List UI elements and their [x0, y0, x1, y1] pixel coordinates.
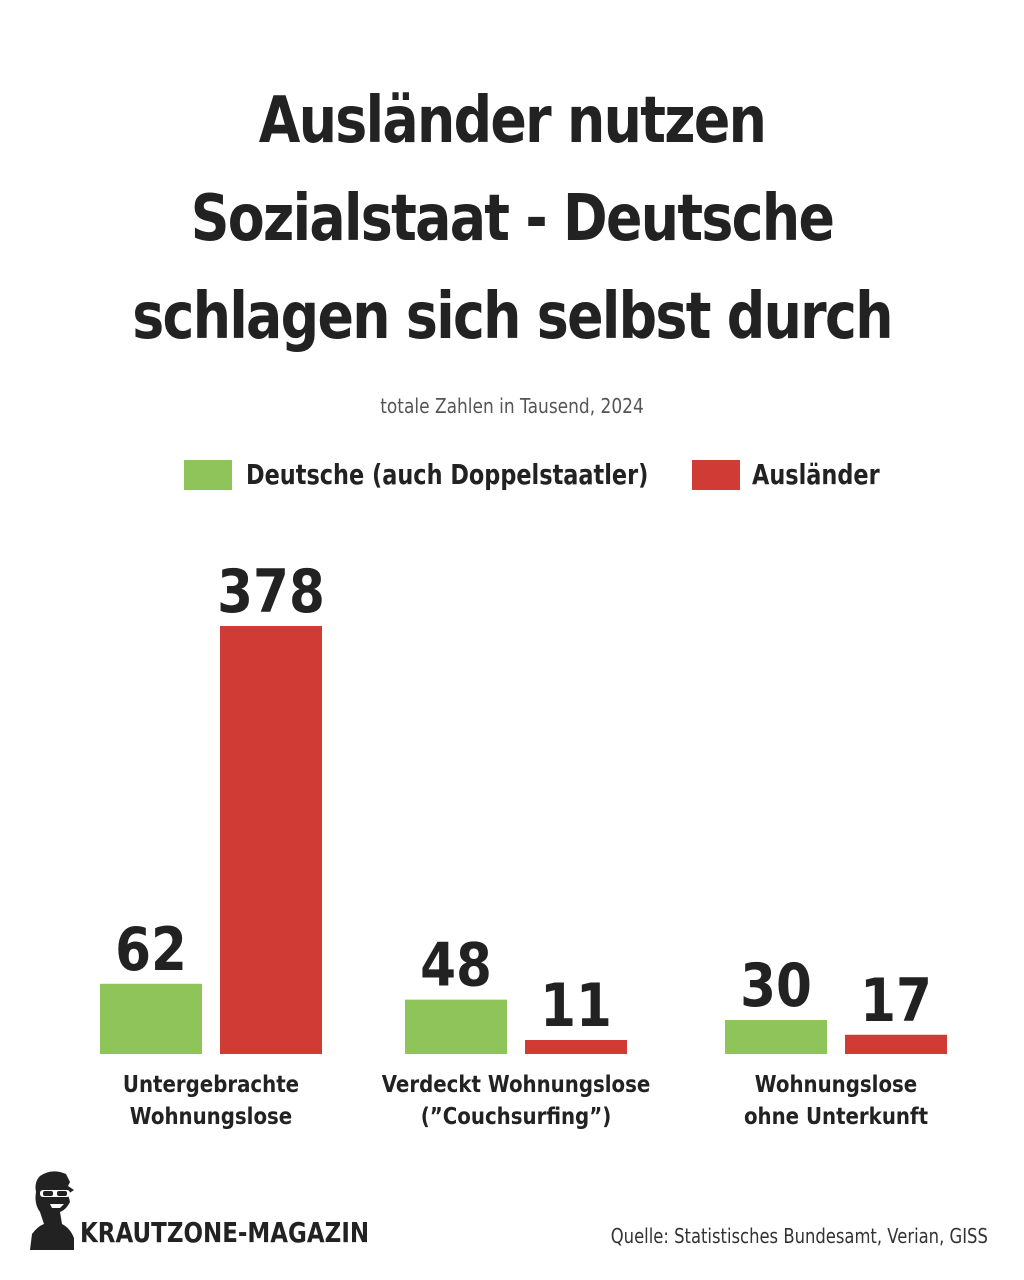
title-line-2: Sozialstaat - Deutsche [190, 182, 835, 256]
data-label-deutsche-1: 48 [420, 931, 492, 1001]
chart-title: Ausländer nutzen Sozialstaat - Deutsche … [82, 72, 942, 366]
bar-auslaender-0 [220, 626, 322, 1054]
data-label-auslaender-1: 11 [540, 971, 612, 1041]
category-label-1-1: (”Couchsurfing”) [421, 1104, 611, 1131]
data-label-deutsche-0: 62 [115, 915, 187, 985]
chart-subtitle: totale Zahlen in Tausend, 2024 [380, 394, 644, 418]
category-label-1-0: Verdeckt Wohnungslose [382, 1072, 651, 1099]
category-label-2-1: ohne Unterkunft [744, 1104, 928, 1131]
brand: KRAUTZONE-MAGAZIN [30, 1168, 369, 1258]
data-label-deutsche-2: 30 [740, 951, 812, 1021]
bar-auslaender-1 [525, 1040, 627, 1054]
category-label-2-0: Wohnungslose [755, 1072, 917, 1099]
data-label-auslaender-2: 17 [860, 966, 932, 1036]
title-line-3: schlagen sich selbst durch [132, 280, 893, 354]
bar-deutsche-0 [100, 983, 202, 1054]
brand-logo-icon [30, 1171, 74, 1250]
category-label-0-0: Untergebrachte [123, 1072, 299, 1099]
bar-auslaender-2 [845, 1034, 947, 1054]
legend-label-auslaender: Ausländer [752, 458, 880, 491]
bar-chart: 62 378 Untergebrachte Wohnungslose 48 11 Verde… [100, 557, 947, 1131]
data-label-auslaender-0: 378 [217, 557, 325, 627]
legend-swatch-deutsche [184, 460, 232, 490]
bar-deutsche-2 [725, 1020, 827, 1054]
legend-swatch-auslaender [692, 460, 740, 490]
legend: Deutsche (auch Doppelstaatler) Ausländer [0, 453, 1024, 497]
source-note: Quelle: Statistisches Bundesamt, Verian,… [610, 1224, 988, 1248]
legend-label-deutsche: Deutsche (auch Doppelstaatler) [246, 458, 649, 491]
brand-name: KRAUTZONE-MAGAZIN [80, 1216, 370, 1249]
category-label-0-1: Wohnungslose [130, 1104, 292, 1131]
bar-deutsche-1 [405, 999, 507, 1054]
title-line-1: Ausländer nutzen [258, 84, 767, 158]
